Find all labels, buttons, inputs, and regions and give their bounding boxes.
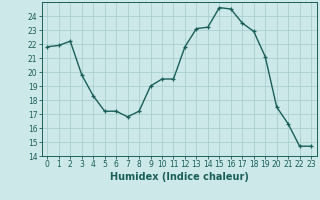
X-axis label: Humidex (Indice chaleur): Humidex (Indice chaleur) [110, 172, 249, 182]
